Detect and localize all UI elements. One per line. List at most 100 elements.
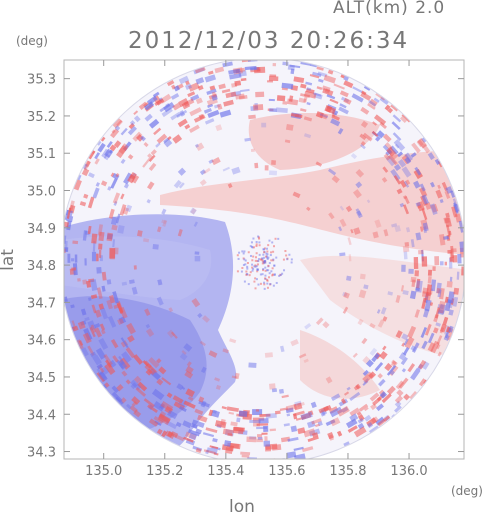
velocity-cell bbox=[346, 275, 352, 281]
velocity-cell bbox=[362, 369, 369, 377]
velocity-cell bbox=[459, 241, 464, 253]
velocity-cell bbox=[449, 276, 453, 282]
velocity-cell bbox=[136, 134, 144, 142]
velocity-cell bbox=[421, 143, 431, 154]
velocity-cell bbox=[294, 400, 302, 406]
velocity-cell bbox=[390, 104, 399, 112]
velocity-cell bbox=[110, 338, 119, 349]
velocity-cell bbox=[436, 335, 443, 345]
velocity-cell bbox=[323, 405, 332, 412]
velocity-cell bbox=[347, 425, 358, 433]
velocity-cell bbox=[263, 425, 269, 432]
velocity-cell bbox=[272, 62, 277, 67]
velocity-cell bbox=[457, 253, 462, 264]
velocity-cell bbox=[273, 264, 276, 267]
velocity-cell bbox=[285, 123, 294, 131]
velocity-cell bbox=[437, 184, 441, 189]
velocity-cell bbox=[386, 147, 399, 160]
velocity-cell bbox=[416, 139, 424, 148]
velocity-cell bbox=[297, 402, 305, 407]
velocity-cell bbox=[343, 441, 350, 447]
velocity-cell bbox=[373, 97, 380, 103]
velocity-cell bbox=[415, 232, 422, 241]
velocity-cell bbox=[205, 449, 210, 455]
velocity-cell bbox=[255, 265, 258, 268]
velocity-cell bbox=[405, 227, 411, 233]
velocity-cell bbox=[360, 106, 370, 115]
velocity-cell bbox=[97, 142, 106, 153]
velocity-cell bbox=[374, 219, 382, 229]
velocity-cell bbox=[308, 428, 321, 437]
velocity-cell bbox=[243, 280, 246, 283]
velocity-cell bbox=[364, 414, 372, 422]
velocity-cell bbox=[240, 451, 251, 456]
velocity-cell bbox=[84, 258, 87, 266]
velocity-cell bbox=[253, 265, 256, 268]
velocity-cell bbox=[156, 378, 164, 386]
velocity-cell bbox=[120, 193, 125, 200]
velocity-cell bbox=[108, 359, 117, 368]
velocity-cell bbox=[90, 279, 98, 291]
velocity-cell bbox=[369, 98, 378, 107]
velocity-cell bbox=[338, 106, 349, 115]
velocity-cell bbox=[372, 231, 379, 239]
velocity-cell bbox=[263, 256, 266, 259]
velocity-cell bbox=[436, 282, 442, 294]
velocity-cell bbox=[82, 279, 88, 285]
velocity-cell bbox=[319, 112, 328, 120]
velocity-cell bbox=[426, 284, 433, 296]
velocity-cell bbox=[161, 107, 173, 118]
velocity-cell bbox=[102, 384, 108, 390]
velocity-cell bbox=[269, 383, 276, 390]
velocity-cell bbox=[424, 299, 432, 312]
velocity-cell bbox=[339, 90, 349, 98]
velocity-cell bbox=[266, 278, 269, 281]
velocity-cell bbox=[255, 252, 258, 255]
velocity-cell bbox=[380, 306, 387, 315]
velocity-cell bbox=[248, 362, 257, 368]
velocity-cell bbox=[193, 66, 205, 75]
velocity-cell bbox=[384, 142, 393, 151]
velocity-cell bbox=[194, 408, 204, 416]
velocity-cell bbox=[92, 354, 102, 366]
velocity-cell bbox=[415, 201, 421, 207]
velocity-cell bbox=[176, 109, 188, 118]
velocity-cell bbox=[227, 183, 233, 189]
velocity-cell bbox=[189, 207, 197, 215]
velocity-cell bbox=[430, 181, 435, 188]
velocity-cell bbox=[450, 248, 457, 253]
velocity-cell bbox=[73, 179, 82, 191]
velocity-cell bbox=[315, 317, 324, 326]
velocity-cell bbox=[262, 261, 265, 264]
velocity-cell bbox=[90, 324, 97, 333]
velocity-cell bbox=[104, 382, 110, 388]
velocity-cell bbox=[352, 352, 358, 358]
velocity-cell bbox=[96, 267, 102, 274]
velocity-cell bbox=[300, 61, 312, 66]
velocity-cell bbox=[245, 270, 248, 273]
velocity-cell bbox=[258, 244, 261, 247]
velocity-cell bbox=[252, 409, 263, 416]
velocity-cell bbox=[259, 258, 262, 261]
velocity-cell bbox=[389, 145, 399, 155]
velocity-cell bbox=[184, 370, 194, 379]
velocity-cell bbox=[324, 105, 333, 113]
velocity-cell bbox=[304, 322, 312, 330]
velocity-cell bbox=[94, 309, 102, 318]
velocity-cell bbox=[96, 368, 103, 375]
velocity-cell bbox=[241, 454, 250, 458]
velocity-cell bbox=[128, 122, 135, 130]
velocity-cell bbox=[84, 316, 90, 322]
velocity-cell bbox=[458, 220, 464, 233]
velocity-cell bbox=[125, 204, 133, 213]
velocity-cell bbox=[386, 385, 396, 395]
velocity-cell bbox=[416, 278, 421, 289]
velocity-cell bbox=[90, 294, 98, 299]
velocity-cell bbox=[183, 436, 194, 443]
velocity-cell bbox=[259, 413, 271, 418]
velocity-cell bbox=[341, 406, 349, 413]
velocity-cell bbox=[130, 382, 138, 390]
velocity-cell bbox=[195, 97, 203, 105]
velocity-cell bbox=[429, 302, 434, 306]
velocity-cell bbox=[91, 304, 97, 314]
